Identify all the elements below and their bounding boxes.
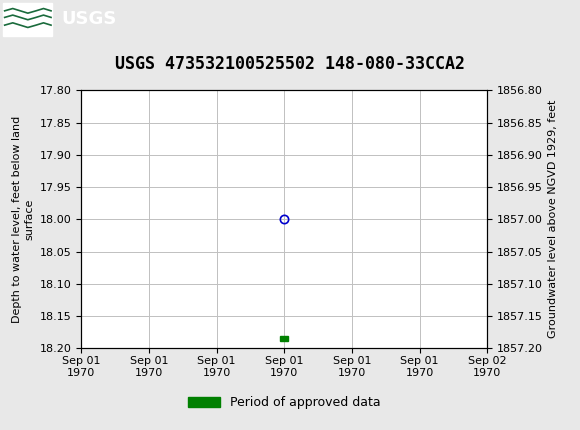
- Text: USGS 473532100525502 148-080-33CCA2: USGS 473532100525502 148-080-33CCA2: [115, 55, 465, 74]
- Y-axis label: Groundwater level above NGVD 1929, feet: Groundwater level above NGVD 1929, feet: [549, 100, 559, 338]
- Text: USGS: USGS: [61, 10, 116, 28]
- Bar: [3, 3, 52, 36]
- Y-axis label: Depth to water level, feet below land
surface: Depth to water level, feet below land su…: [12, 116, 34, 323]
- Bar: [280, 336, 288, 341]
- Legend: Period of approved data: Period of approved data: [183, 391, 385, 414]
